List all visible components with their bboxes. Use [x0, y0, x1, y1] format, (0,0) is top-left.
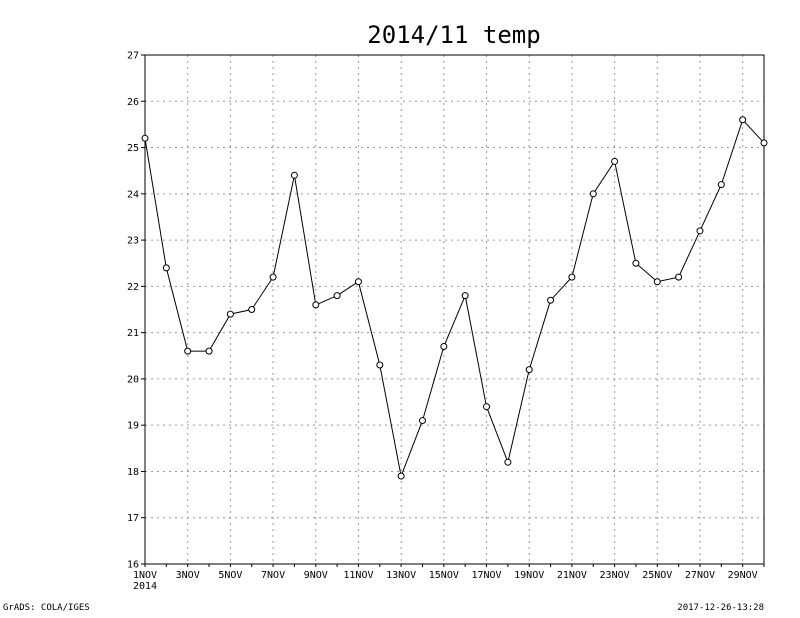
data-point [141, 134, 149, 142]
data-point [312, 301, 320, 309]
data-point [760, 139, 768, 147]
data-point [397, 472, 405, 480]
data-point [248, 306, 256, 313]
data-point [547, 296, 555, 304]
y-tick-label: 17 [127, 513, 139, 524]
x-tick-label: 19NOV [514, 570, 544, 581]
grid-lines [145, 55, 764, 564]
data-point [333, 292, 341, 300]
chart-title: 2014/11 temp [367, 21, 540, 49]
data-point [739, 116, 747, 124]
data-point [483, 403, 491, 411]
plot-frame [144, 54, 765, 565]
x-axis: 1NOV 3NOV 5NOV 7NOV 9NOV 11NOV 13NOV 15NOV 17NOV… [133, 564, 765, 581]
data-point [354, 278, 362, 286]
data-point [632, 259, 640, 267]
y-tick-label: 24 [127, 189, 139, 200]
data-point [162, 264, 170, 272]
y-tick-label: 19 [127, 421, 139, 432]
x-tick-label: 3NOV [176, 570, 200, 581]
data-point [568, 273, 576, 281]
data-point [184, 347, 192, 355]
footer-credit: GrADS: COLA/IGES [3, 603, 90, 613]
y-tick-label: 25 [127, 143, 139, 154]
x-tick-label: 11NOV [343, 570, 373, 581]
data-point [589, 190, 597, 198]
y-tick-label: 18 [127, 467, 139, 478]
data-point [376, 361, 384, 369]
y-tick-label: 22 [127, 282, 139, 293]
y-tick-label: 23 [127, 236, 139, 247]
y-tick-label: 21 [127, 328, 139, 339]
data-point [611, 157, 619, 165]
data-point [290, 171, 298, 179]
data-point [504, 458, 512, 466]
x-tick-label: 17NOV [471, 570, 501, 581]
data-point [675, 273, 683, 281]
data-point [461, 292, 469, 300]
x-tick-label: 13NOV [386, 570, 416, 581]
data-point [205, 347, 213, 355]
x-tick-label: 27NOV [685, 570, 715, 581]
data-point [418, 417, 426, 425]
x-tick-label: 25NOV [642, 570, 672, 581]
y-tick-label: 26 [127, 97, 139, 108]
y-tick-label: 20 [127, 374, 139, 385]
x-axis-year-label: 2014 [133, 581, 157, 592]
series-temp [141, 116, 768, 480]
x-tick-label: 23NOV [600, 570, 630, 581]
data-point [440, 343, 448, 351]
y-axis: 16 17 18 19 20 21 22 23 24 25 26 27 [127, 51, 145, 571]
x-tick-label: 9NOV [304, 570, 328, 581]
x-tick-label: 5NOV [218, 570, 242, 581]
footer-timestamp: 2017-12-26-13:28 [677, 603, 764, 613]
x-tick-label: 7NOV [261, 570, 285, 581]
data-point [717, 181, 725, 189]
data-point [696, 227, 704, 235]
x-tick-label: 29NOV [728, 570, 758, 581]
y-tick-label: 27 [127, 51, 139, 62]
x-tick-label: 15NOV [429, 570, 459, 581]
data-point [269, 273, 277, 281]
series-line [144, 118, 765, 478]
data-point [653, 278, 661, 286]
y-tick-label: 16 [127, 560, 139, 571]
data-point [525, 366, 533, 374]
x-tick-label: 1NOV [133, 570, 157, 581]
data-point [226, 310, 234, 318]
x-tick-label: 21NOV [557, 570, 587, 581]
